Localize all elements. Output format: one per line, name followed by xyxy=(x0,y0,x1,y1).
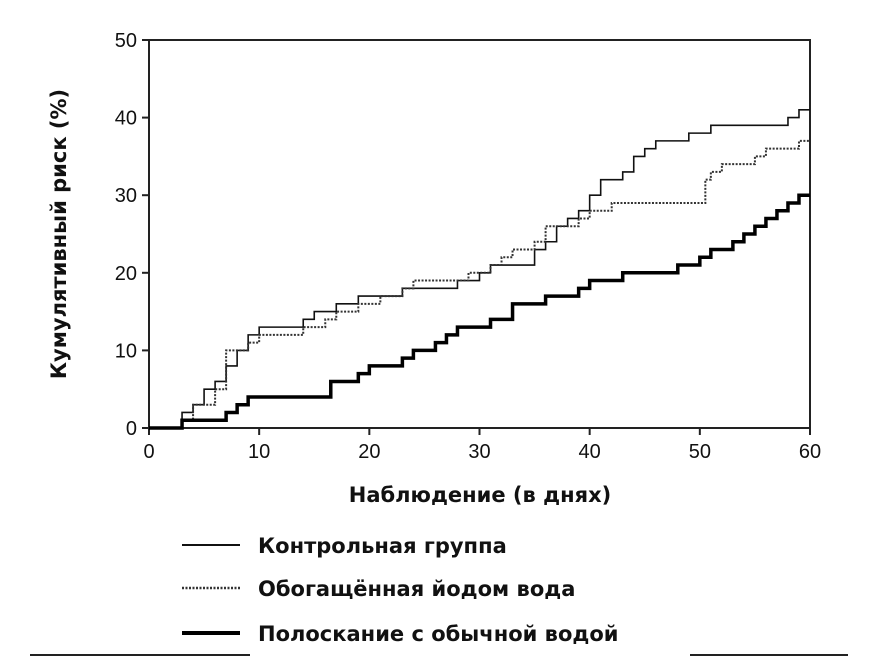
y-tick-label: 20 xyxy=(115,263,137,285)
x-axis-label: Наблюдение (в днях) xyxy=(349,483,611,507)
legend-label: Контрольная группа xyxy=(258,534,507,558)
x-tick-label: 10 xyxy=(248,441,270,463)
legend-label: Полоскание с обычной водой xyxy=(258,622,619,646)
x-tick-label: 0 xyxy=(143,441,154,463)
y-tick-label: 50 xyxy=(115,30,137,52)
series-line xyxy=(149,193,810,430)
x-tick-label: 40 xyxy=(579,441,601,463)
y-tick-label: 40 xyxy=(115,108,137,130)
x-tick-label: 60 xyxy=(799,441,821,463)
y-axis-label: Кумулятивный риск (%) xyxy=(47,89,71,379)
y-tick-label: 30 xyxy=(115,185,137,207)
x-tick-label: 50 xyxy=(689,441,711,463)
legend-label: Обогащённая йодом вода xyxy=(258,577,575,601)
x-tick-label: 20 xyxy=(358,441,380,463)
plot-frame xyxy=(148,39,811,429)
y-tick-label: 0 xyxy=(126,418,137,440)
series-line xyxy=(149,109,810,429)
y-tick-label: 10 xyxy=(115,340,137,362)
series-line xyxy=(149,139,810,429)
x-tick-label: 30 xyxy=(468,441,490,463)
